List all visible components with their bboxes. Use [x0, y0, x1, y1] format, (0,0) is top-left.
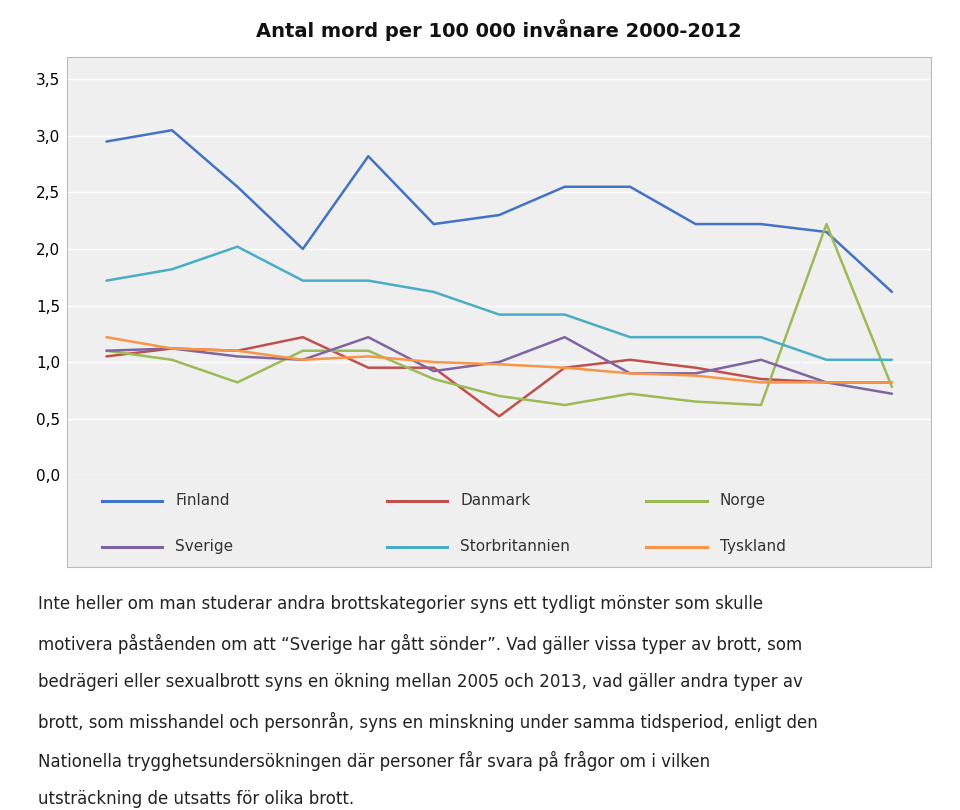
Text: Sverige: Sverige — [175, 539, 233, 554]
Text: utsträckning de utsatts för olika brott.: utsträckning de utsatts för olika brott. — [38, 790, 354, 808]
Title: Antal mord per 100 000 invånare 2000-2012: Antal mord per 100 000 invånare 2000-201… — [256, 19, 742, 41]
Text: brott, som misshandel och personrån, syns en minskning under samma tidsperiod, e: brott, som misshandel och personrån, syn… — [38, 712, 818, 732]
Text: Norge: Norge — [720, 493, 766, 509]
Text: Finland: Finland — [175, 493, 229, 509]
Text: Danmark: Danmark — [460, 493, 531, 509]
Text: Nationella trygghetsundersökningen där personer får svara på frågor om i vilken: Nationella trygghetsundersökningen där p… — [38, 751, 710, 771]
Text: Tyskland: Tyskland — [720, 539, 785, 554]
Text: motivera påståenden om att “Sverige har gått sönder”. Vad gäller vissa typer av : motivera påståenden om att “Sverige har … — [38, 634, 803, 654]
Text: Storbritannien: Storbritannien — [460, 539, 570, 554]
Text: bedrägeri eller sexualbrott syns en ökning mellan 2005 och 2013, vad gäller andr: bedrägeri eller sexualbrott syns en ökni… — [38, 673, 804, 691]
Text: Inte heller om man studerar andra brottskategorier syns ett tydligt mönster som : Inte heller om man studerar andra brotts… — [38, 595, 763, 613]
